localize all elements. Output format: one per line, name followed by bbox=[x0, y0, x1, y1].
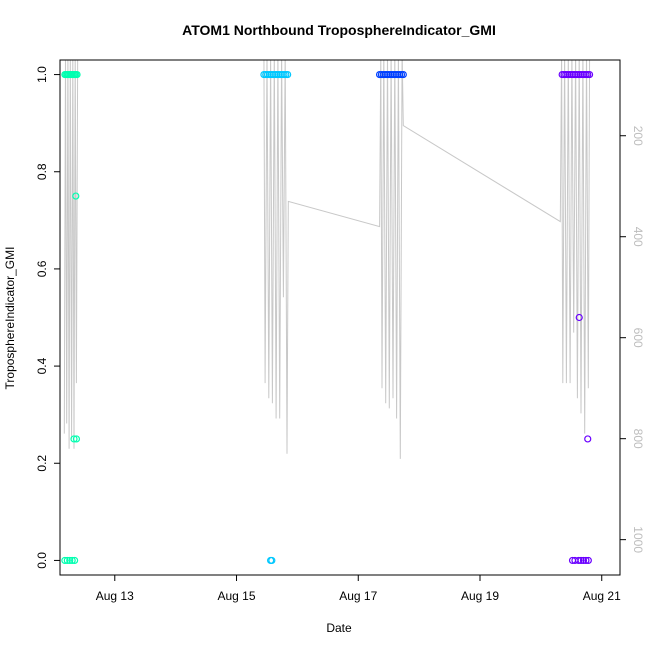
x-tick-label: Aug 21 bbox=[583, 589, 621, 603]
chart-title: ATOM1 Northbound TroposphereIndicator_GM… bbox=[182, 22, 496, 38]
x-axis: Aug 13 Aug 15 Aug 17 Aug 19 Aug 21 bbox=[96, 574, 621, 603]
y2-tick-label: 200 bbox=[631, 126, 645, 146]
data-point bbox=[268, 556, 276, 565]
data-point bbox=[575, 313, 583, 322]
data-point bbox=[72, 192, 80, 200]
y-tick-label: 0.4 bbox=[35, 357, 49, 374]
y-tick-label: 0.6 bbox=[35, 260, 49, 277]
x-tick-label: Aug 19 bbox=[461, 589, 499, 603]
pressure-line-layer bbox=[63, 60, 591, 459]
data-point bbox=[579, 556, 588, 565]
y2-tick-label: 600 bbox=[631, 328, 645, 348]
data-point bbox=[70, 435, 78, 443]
y2-axis: 200 400 600 800 1000 bbox=[619, 126, 645, 553]
y2-tick-label: 1000 bbox=[631, 526, 645, 553]
plot-frame bbox=[59, 59, 621, 576]
data-point bbox=[399, 70, 407, 79]
data-point bbox=[585, 70, 594, 79]
data-point bbox=[68, 556, 76, 565]
data-point bbox=[584, 556, 592, 565]
data-point bbox=[584, 435, 592, 443]
data-point bbox=[284, 70, 292, 79]
data-point bbox=[72, 435, 81, 443]
y2-tick-label: 400 bbox=[631, 227, 645, 247]
y-tick-label: 0.0 bbox=[35, 552, 49, 569]
y2-tick-label: 800 bbox=[631, 429, 645, 449]
y-tick-label: 0.2 bbox=[35, 455, 49, 472]
x-tick-label: Aug 13 bbox=[96, 589, 134, 603]
y-tick-label: 0.8 bbox=[35, 163, 49, 180]
data-point bbox=[66, 556, 74, 565]
data-point bbox=[582, 556, 590, 565]
data-point bbox=[71, 556, 79, 565]
data-point bbox=[63, 556, 71, 565]
y-axis: 0.0 0.2 0.4 0.6 0.8 1.0 bbox=[35, 66, 61, 569]
x-tick-label: Aug 17 bbox=[339, 589, 377, 603]
points-layer bbox=[61, 70, 594, 565]
data-point bbox=[575, 556, 583, 565]
y-tick-label: 1.0 bbox=[35, 66, 49, 83]
pressure-series-line bbox=[63, 60, 591, 459]
data-point bbox=[61, 556, 69, 565]
data-point bbox=[73, 70, 81, 79]
y-axis-label: TroposphereIndicator_GMI bbox=[3, 247, 17, 390]
x-tick-label: Aug 15 bbox=[217, 589, 255, 603]
data-point bbox=[577, 556, 585, 565]
x-axis-label: Date bbox=[326, 621, 352, 635]
